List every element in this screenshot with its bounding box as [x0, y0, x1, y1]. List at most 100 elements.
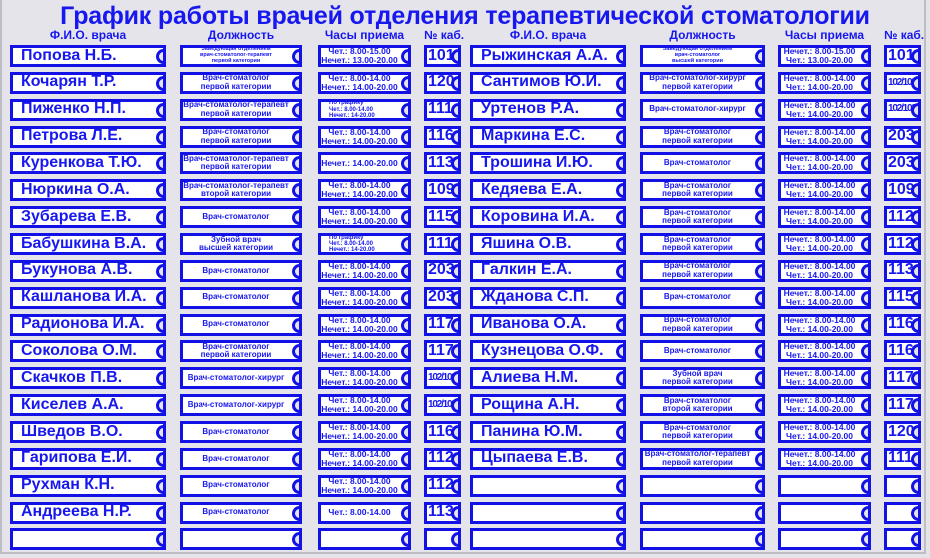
cabinet-number: 203 — [428, 288, 455, 306]
doctor-name: Рухман К.Н. — [21, 476, 115, 494]
hours-line: Чет.: 14.00-20.00 — [786, 350, 853, 361]
cabinet-number: 109 — [888, 180, 915, 198]
right-hours-cell: Нечет.: 8.00-14.00 Чет.: 14.00-20.00 — [778, 394, 871, 417]
left-cabinet-cell: 117 — [424, 340, 461, 363]
left-hours-cell: Нечет.: 14.00-20.00 — [318, 152, 411, 175]
right-hours-cell: Нечет.: 8.00-14.00 Чет.: 14.00-20.00 — [778, 420, 871, 443]
position-line: первой категории — [200, 81, 272, 91]
left-cabinet-cell: 112 — [424, 447, 461, 470]
right-hours-cell: Нечет.: 8.00-14.00 Чет.: 14.00-20.00 — [778, 259, 871, 282]
left-hours-cell — [318, 528, 411, 551]
doctor-name: Скачков П.В. — [21, 368, 123, 386]
hours-line: Нечет.: 14-20.00 — [329, 247, 375, 254]
hours-line: Нечет.: 14.00-20.00 — [321, 81, 398, 92]
right-position-cell: Врач-стоматолог первой категории — [640, 233, 765, 255]
left-header-hours: Часы приема — [324, 28, 405, 42]
left-hours-cell: Чет.: 8.00-14.00 Нечет.: 14.00-20.00 — [318, 447, 411, 470]
right-name-cell: Яшина О.В. — [470, 233, 626, 255]
hours-line: Нечет.: 14.00-20.00 — [321, 135, 398, 146]
left-hours-cell: Чет.: 8.00-14.00 Нечет.: 14.00-20.00 — [318, 474, 411, 497]
cabinet-number: 113 — [428, 154, 454, 171]
right-position-cell: Врач-стоматолог первой категории — [640, 313, 765, 336]
position-line: Заведующая отделением — [662, 46, 733, 53]
position-line: Врач-стоматолог — [663, 395, 732, 405]
left-cabinet-cell: 113 — [424, 501, 461, 524]
right-cabinet-cell — [884, 528, 921, 551]
left-name-cell: Куренкова Т.Ю. — [10, 152, 166, 175]
right-hours-cell: Нечет.: 8.00-15.00 Чет.: 13.00-20.00 — [778, 45, 871, 67]
left-name-cell: Петрова Л.Е. — [10, 125, 166, 148]
doctor-name: Нюркина О.А. — [21, 180, 130, 198]
right-name-cell: Алиева Н.М. — [470, 367, 626, 390]
right-position-cell: Врач-стоматолог второй категории — [640, 394, 765, 417]
right-name-cell: Рыжинская А.А. — [470, 45, 626, 67]
right-name-cell: Кузнецова О.Ф. — [470, 340, 626, 363]
hours-line: Чет.: 8.00-14.00 — [328, 314, 391, 325]
left-position-cell: Врач-стоматолог-хирург — [180, 367, 302, 390]
hours-line: Нечет.: 8.00-14.00 — [783, 395, 856, 406]
position-line: Врач-стоматолог-хирург — [187, 399, 285, 409]
left-position-cell: Врач-стоматолог — [180, 474, 302, 497]
right-cabinet-cell: 116 — [884, 313, 921, 336]
left-position-cell: Врач-стоматолог-терапевт первой категории — [180, 98, 302, 121]
left-name-cell: Гарипова Е.И. — [10, 447, 166, 470]
right-position-cell: Врач-стоматолог первой категории — [640, 420, 765, 443]
position-line: первой категории — [662, 377, 733, 387]
left-cabinet-cell: 113 — [424, 152, 461, 175]
cabinet-number: 111 — [428, 100, 453, 118]
doctor-name: Иванова О.А. — [481, 315, 587, 333]
left-cabinet-cell: 112 — [424, 474, 461, 497]
right-position-cell: Врач-стоматолог первой категории — [640, 125, 765, 148]
right-position-cell — [640, 501, 765, 524]
left-position-cell: Зубной врач высшей категории — [180, 233, 302, 255]
left-name-cell: Рухман К.Н. — [10, 474, 166, 497]
position-line: Врач-стоматолог — [663, 346, 732, 356]
right-name-cell — [470, 474, 626, 497]
right-name-cell: Рощина А.Н. — [470, 394, 626, 417]
position-line: первой категории — [662, 269, 733, 279]
position-line: Врач-стоматолог-хирург — [649, 104, 746, 114]
left-name-cell — [10, 528, 166, 551]
left-cabinet-cell: 116 — [424, 420, 461, 443]
cabinet-number: 120 — [428, 73, 455, 91]
doctor-name: Гарипова Е.И. — [21, 449, 132, 467]
doctor-name: Трошина И.Ю. — [481, 154, 593, 171]
left-hours-cell: Чет.: 8.00-14.00 Нечет.: 14.00-20.00 — [318, 313, 411, 336]
doctor-name: Коровина И.А. — [481, 207, 595, 225]
cabinet-number: 112 — [428, 476, 454, 494]
cabinet-number: 112 — [888, 234, 914, 252]
position-line: Врач-стоматолог — [663, 292, 732, 302]
position-line: Врач-стоматолог — [202, 292, 270, 302]
right-hours-cell: Нечет.: 8.00-14.00 Чет.: 14.00-20.00 — [778, 447, 871, 470]
hours-line: Нечет.: 14.00-20.00 — [321, 269, 398, 280]
right-cabinet-cell: 115 — [884, 286, 921, 309]
left-cabinet-cell: 101 — [424, 45, 461, 67]
doctor-name: Бабушкина В.А. — [21, 234, 147, 252]
doctor-name: Цыпаева Е.В. — [481, 449, 588, 467]
right-name-cell: Трошина И.Ю. — [470, 152, 626, 175]
doctor-name: Киселев А.А. — [21, 395, 124, 413]
right-cabinet-cell: 112 — [884, 233, 921, 255]
cabinet-number: 113 — [888, 261, 914, 279]
cabinet-number: 203 — [888, 154, 915, 171]
hours-line: Нечет.: 8.00-14.00 — [783, 260, 856, 271]
right-cabinet-cell: 111 — [884, 447, 921, 470]
position-line: Врач-стоматолог — [202, 480, 270, 490]
hours-line: Нечет.: 8.00-14.00 — [783, 180, 856, 191]
left-position-cell: Врач-стоматолог первой категории — [180, 71, 302, 94]
doctor-name: Кочарян Т.Р. — [21, 73, 117, 91]
hours-line: Чет.: 14.00-20.00 — [786, 243, 853, 253]
right-cabinet-cell: 203 — [884, 125, 921, 148]
left-hours-cell: Чет.: 8.00-14.00 — [318, 501, 411, 524]
right-position-cell: Врач-стоматолог первой категории — [640, 179, 765, 202]
doctor-name: Уртенов Р.А. — [481, 100, 580, 118]
hours-line: Чет.: 14.00-20.00 — [786, 404, 853, 415]
doctor-name: Яшина О.В. — [481, 234, 572, 252]
cabinet-number: 116 — [428, 422, 454, 440]
right-name-cell: Маркина Е.С. — [470, 125, 626, 148]
right-hours-cell — [778, 474, 871, 497]
right-cabinet-cell: 203 — [884, 152, 921, 175]
left-cabinet-cell: 115 — [424, 206, 461, 229]
left-cabinet-cell: 102/103 — [424, 394, 461, 417]
doctor-name: Кашланова И.А. — [21, 288, 147, 306]
